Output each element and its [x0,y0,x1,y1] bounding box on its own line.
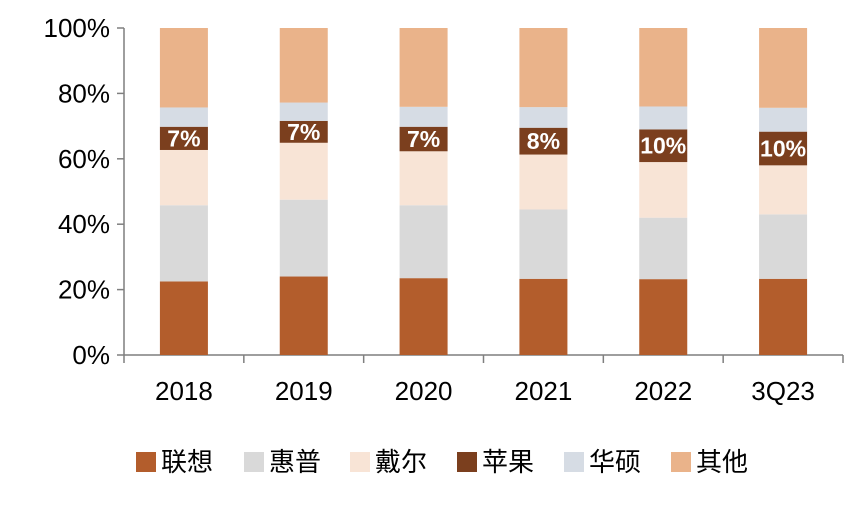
bar-segment [279,142,328,200]
x-tick-label: 2022 [634,376,692,406]
legend-item: 惠普 [244,448,321,478]
bar-segment [759,131,808,166]
bar-segment [279,199,328,277]
bar-segment [399,151,448,206]
data-label: 8% [527,128,560,154]
bar-segment [639,279,688,355]
y-tick-label: 60% [58,144,110,174]
bar-segment [759,278,808,355]
y-tick-label: 40% [58,209,110,239]
bar-segment [639,162,688,218]
bar-segment [399,28,448,107]
bar-segment [519,278,568,355]
bar-segment [639,28,688,107]
legend-item: 戴尔 [350,448,427,478]
legend-item: 华硕 [564,448,641,478]
legend-item: 苹果 [457,448,534,478]
bar-segment [399,106,448,127]
data-label: 10% [640,133,686,159]
bar-segment [639,106,688,130]
legend-swatch [457,452,477,472]
legend-label: 戴尔 [375,448,427,478]
data-label: 10% [760,135,806,161]
bar-segment [279,120,328,143]
legend-label: 华硕 [589,448,641,478]
bar-segment [519,154,568,210]
legend: 联想 惠普 戴尔 苹果 华硕 其他 [136,448,748,478]
x-tick-label: 2019 [275,376,333,406]
legend-label: 其他 [696,448,748,478]
bar-segment [279,102,328,121]
data-labels: 7% 7% 7% 8% 10% 10% [167,119,806,162]
bar-segment [639,217,688,280]
bar-segment [519,127,568,155]
data-label: 7% [287,119,320,145]
bar-segment [399,126,448,152]
legend-swatch [671,452,691,472]
legend-swatch [244,452,264,472]
legend-label: 苹果 [482,448,534,478]
legend-item: 联想 [136,448,213,478]
bar-segment [279,276,328,355]
y-axis: 0% 20% 40% 60% 80% 100% [44,13,125,370]
y-tick-label: 100% [44,13,111,43]
data-label: 7% [407,126,440,152]
bar-segment [519,28,568,108]
bar-segment [639,129,688,163]
bar-segment [279,28,328,103]
legend-item: 其他 [671,448,748,478]
legend-swatch [350,452,370,472]
bar-segment [759,165,808,215]
x-axis: 2018 2019 2020 2021 2022 3Q23 [123,354,844,406]
bar-segment [759,107,808,132]
x-tick-label: 2018 [155,376,213,406]
y-tick-label: 20% [58,275,110,305]
bars [159,28,808,355]
x-tick-label: 2020 [395,376,453,406]
bar-segment [159,107,208,127]
bar-segment [759,214,808,279]
bar-segment [519,107,568,128]
legend-swatch [564,452,584,472]
y-tick-label: 0% [72,340,110,370]
bar-segment [399,205,448,279]
bar-segment [159,205,208,282]
legend-swatch [136,452,156,472]
legend-label: 惠普 [269,448,321,478]
x-tick-label: 2021 [514,376,572,406]
x-tick-label: 3Q23 [751,376,815,406]
bar-segment [159,126,208,150]
bar-segment [159,149,208,206]
bar-segment [399,278,448,355]
bar-segment [759,28,808,108]
legend-label: 联想 [161,448,213,478]
y-tick-label: 80% [58,78,110,108]
bar-segment [159,281,208,355]
bar-segment [519,209,568,279]
data-label: 7% [167,125,200,151]
bar-segment [159,28,208,108]
